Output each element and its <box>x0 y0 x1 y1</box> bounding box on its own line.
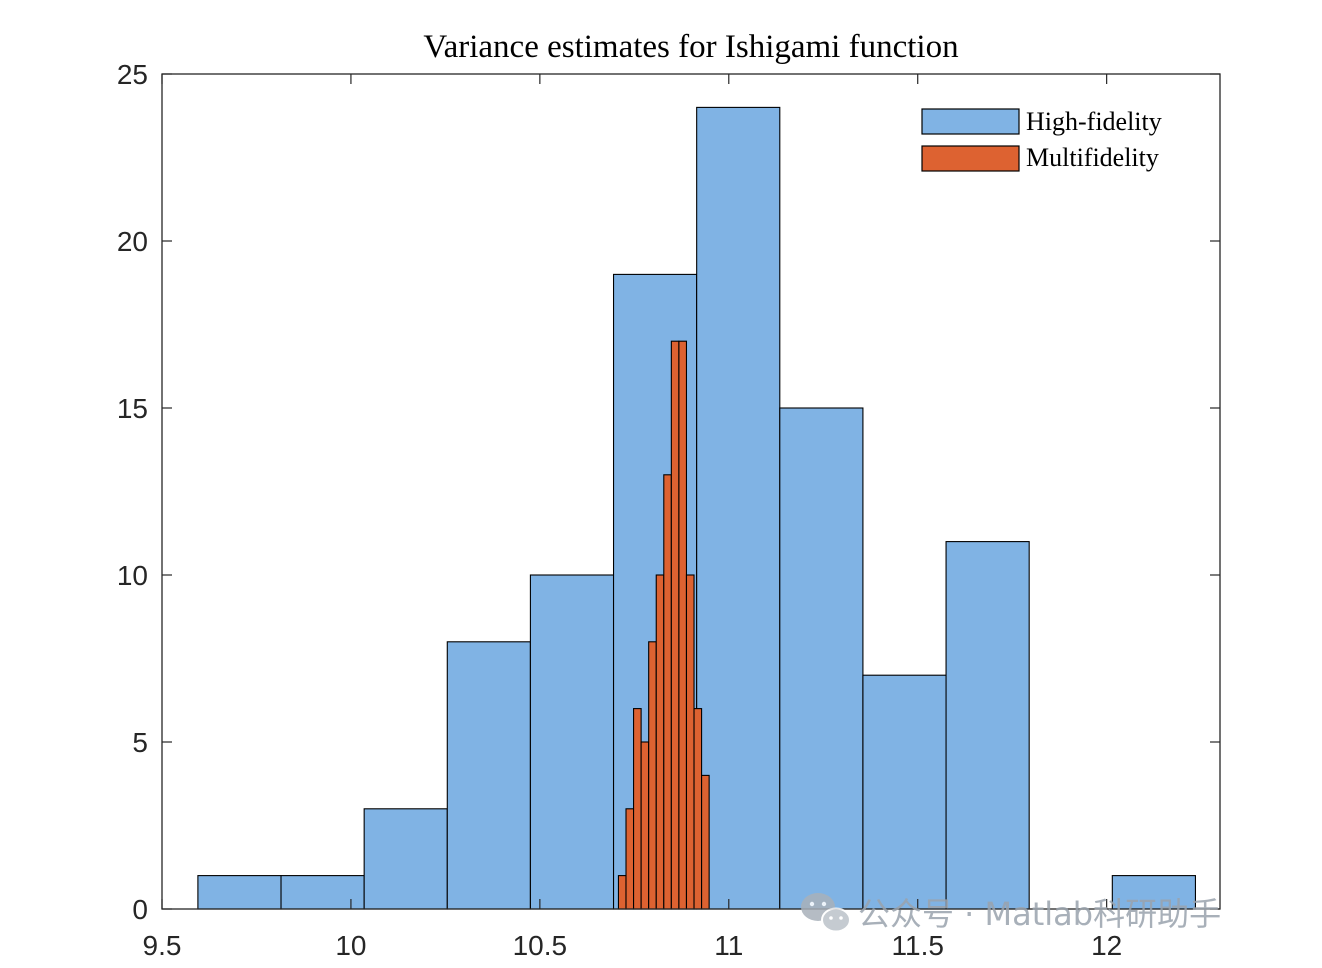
y-tick-label-3: 15 <box>117 393 148 424</box>
x-tick-label-4: 11.5 <box>892 930 944 961</box>
bar-high-fidelity-0 <box>197 875 282 910</box>
legend-label-multifidelity: Multifidelity <box>1026 143 1159 172</box>
x-tick-label-2: 10.5 <box>513 930 568 961</box>
y-tick-label-4: 20 <box>117 226 148 257</box>
bar-multifidelity-9 <box>685 574 695 910</box>
bar-high-fidelity-7 <box>779 407 864 910</box>
legend: High-fidelity Multifidelity <box>921 107 1162 172</box>
watermark-text: 公众号 · Matlab科研助手 <box>858 895 1221 933</box>
bar-high-fidelity-2 <box>363 808 448 910</box>
bar-multifidelity-3 <box>640 741 650 910</box>
bar-multifidelity-7 <box>670 340 680 910</box>
bar-multifidelity-1 <box>625 808 635 910</box>
y-tick-label-2: 10 <box>117 560 148 591</box>
y-tick-label-5: 25 <box>117 59 148 90</box>
bar-high-fidelity-8 <box>862 674 947 910</box>
high-fidelity-bars <box>197 106 1196 910</box>
x-tick-label-3: 11 <box>714 930 743 961</box>
bar-multifidelity-4 <box>648 641 657 910</box>
plot-frame <box>161 73 1221 910</box>
chart-title: Variance estimates for Ishigami function <box>423 29 958 65</box>
x-tick-labels: 9.5 10 10.5 11 11.5 12 <box>143 930 1123 961</box>
bar-high-fidelity-4 <box>529 574 615 910</box>
bar-multifidelity-2 <box>633 708 642 910</box>
bar-high-fidelity-1 <box>280 875 365 910</box>
x-tick-label-1: 10 <box>335 930 366 961</box>
legend-swatch-multifidelity <box>921 145 1020 172</box>
bar-multifidelity-11 <box>701 774 710 910</box>
bar-high-fidelity-3 <box>446 641 531 910</box>
x-tick-label-0: 9.5 <box>143 930 182 961</box>
bar-multifidelity-8 <box>678 340 688 910</box>
x-tick-label-5: 12 <box>1091 930 1122 961</box>
axis-ticks <box>161 73 1220 910</box>
bar-high-fidelity-9 <box>945 541 1030 910</box>
bar-multifidelity-10 <box>693 708 703 910</box>
bar-multifidelity-0 <box>617 875 627 910</box>
bar-multifidelity-5 <box>655 574 665 910</box>
legend-label-high-fidelity: High-fidelity <box>1026 107 1162 136</box>
y-tick-labels: 0 5 10 15 20 25 <box>117 59 148 925</box>
bar-multifidelity-6 <box>663 474 672 910</box>
bar-high-fidelity-6 <box>696 106 781 910</box>
y-tick-label-1: 5 <box>132 727 148 758</box>
multifidelity-bars <box>617 340 710 910</box>
watermark: 公众号 · Matlab科研助手 <box>801 893 1221 933</box>
y-tick-label-0: 0 <box>132 894 148 925</box>
wechat-icon <box>801 893 851 933</box>
legend-swatch-high-fidelity <box>921 108 1020 135</box>
